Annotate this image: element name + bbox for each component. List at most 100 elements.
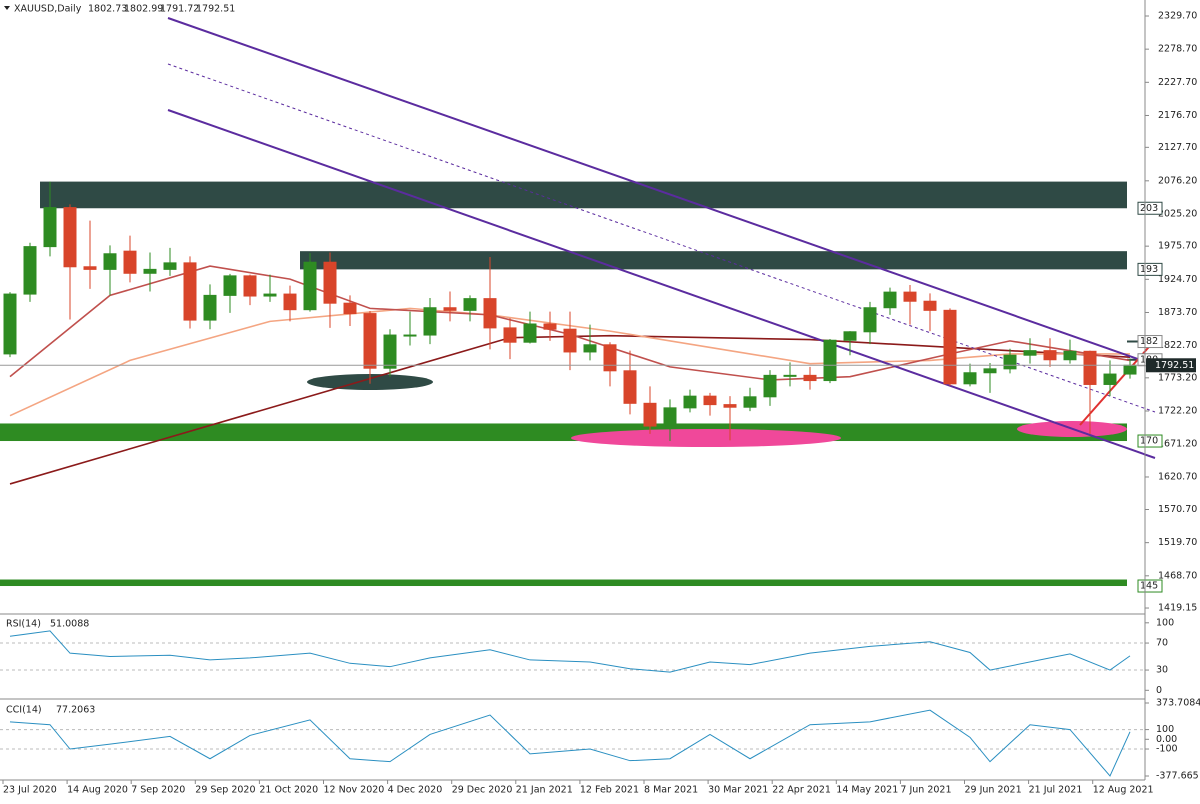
x-tick-label: 4 Dec 2020 — [388, 785, 443, 796]
moving-average — [9, 265, 1131, 381]
level-label-box — [1137, 335, 1163, 349]
x-tick-label: 12 Nov 2020 — [324, 785, 385, 796]
x-tick-label: 29 Sep 2020 — [195, 785, 255, 796]
header-value: 1802.99 — [124, 4, 163, 15]
indicator-value: 77.2063 — [56, 705, 95, 716]
zone — [40, 181, 1127, 209]
x-tick-label: 12 Feb 2021 — [580, 785, 639, 796]
candle-body — [803, 374, 817, 382]
candle-body — [863, 307, 877, 333]
candle-body — [303, 261, 317, 311]
y-tick-label: 2025.20 — [1158, 208, 1197, 219]
y-tick-label: 1722.20 — [1158, 405, 1197, 416]
y-tick-label: 1519.70 — [1158, 537, 1197, 548]
x-tick-label: 12 Aug 2021 — [1093, 785, 1154, 796]
candle-body — [1123, 364, 1137, 375]
candle-body — [483, 298, 497, 329]
y-tick-label: 1873.70 — [1158, 307, 1197, 318]
candle-body — [203, 294, 217, 321]
indicator-title: RSI(14) — [6, 619, 41, 630]
candle-body — [263, 293, 277, 297]
candle-body — [103, 253, 117, 270]
symbol-title: XAUUSD,Daily — [14, 4, 82, 15]
y-tick-label: -100 — [1156, 744, 1178, 755]
candle-body — [163, 262, 177, 270]
candle-body — [243, 275, 257, 297]
candle-body — [183, 262, 197, 321]
x-tick-label: 14 May 2021 — [836, 785, 898, 796]
y-tick-label: 373.7084 — [1156, 698, 1200, 709]
y-tick-label: 2227.70 — [1158, 77, 1197, 88]
y-tick-label: 100 — [1156, 724, 1174, 735]
candle-body — [703, 395, 717, 406]
candle-body — [1043, 350, 1057, 361]
y-tick-label: 2278.70 — [1158, 44, 1197, 55]
candle-body — [443, 307, 457, 311]
y-tick-label: 100 — [1156, 617, 1174, 628]
candle-body — [983, 368, 997, 374]
zones — [0, 181, 1145, 587]
zone-label-box — [1137, 201, 1163, 215]
channel-mid-line — [167, 63, 1156, 413]
indicator-line — [9, 630, 1131, 673]
y-tick-label: 0 — [1156, 685, 1162, 696]
candle-body — [543, 323, 557, 330]
x-tick-label: 8 Mar 2021 — [644, 785, 698, 796]
last-price-label: 1792.51 — [1155, 360, 1194, 371]
candle-body — [1023, 350, 1037, 356]
y-tick-label: 1419.15 — [1158, 603, 1197, 614]
candle-body — [963, 372, 977, 385]
moving-average — [9, 307, 1130, 417]
candle-body — [323, 261, 337, 304]
channel-line — [167, 17, 1156, 366]
x-tick-label: 21 Jul 2021 — [1029, 785, 1083, 796]
header-value: 1792.51 — [196, 4, 235, 15]
y-tick-label: 1570.70 — [1158, 504, 1197, 515]
candle-body — [343, 302, 357, 315]
candle-body — [283, 293, 297, 311]
candle-body — [3, 293, 17, 355]
zone-label-box — [1137, 579, 1163, 593]
zone-label-box — [1137, 434, 1163, 448]
x-tick-label: 7 Sep 2020 — [131, 785, 185, 796]
y-tick-label: 2329.70 — [1158, 10, 1197, 21]
candle-body — [643, 402, 657, 427]
candle-body — [583, 344, 597, 353]
candle-body — [823, 339, 837, 382]
menu-arrow[interactable] — [4, 6, 10, 10]
candle-body — [43, 207, 57, 248]
candle-body — [1063, 350, 1077, 361]
x-tick-label: 22 Apr 2021 — [772, 785, 831, 796]
x-tick-label: 14 Aug 2020 — [67, 785, 128, 796]
y-tick-label: 2176.70 — [1158, 110, 1197, 121]
candle-body — [123, 250, 137, 274]
y-tick-label: 2076.20 — [1158, 175, 1197, 186]
zone-label-box — [1137, 262, 1163, 276]
candle-body — [83, 266, 97, 270]
y-tick-label: -377.665 — [1156, 771, 1199, 782]
candle-body — [883, 291, 897, 309]
candle-body — [723, 404, 737, 408]
y-tick-label: 1773.20 — [1158, 372, 1197, 383]
candle-body — [383, 334, 397, 369]
x-tick-label: 21 Jan 2021 — [516, 785, 573, 796]
x-tick-label: 30 Mar 2021 — [708, 785, 768, 796]
candle-body — [463, 298, 477, 311]
candle-body — [63, 207, 77, 268]
candle-body — [943, 309, 957, 385]
zone-label: 145 — [1140, 581, 1158, 592]
candle-body — [1083, 350, 1097, 385]
y-tick-label: 1620.70 — [1158, 471, 1197, 482]
candle-body — [223, 275, 237, 296]
y-tick-label: 70 — [1156, 638, 1168, 649]
candle-body — [523, 323, 537, 343]
x-tick-label: 21 Oct 2020 — [259, 785, 318, 796]
candle-body — [843, 331, 857, 341]
level-label: 182 — [1140, 336, 1158, 347]
channel-line — [167, 109, 1156, 459]
y-tick-label: 0.00 — [1156, 734, 1177, 745]
candle-body — [403, 334, 417, 337]
x-tick-label: 29 Jun 2021 — [965, 785, 1022, 796]
